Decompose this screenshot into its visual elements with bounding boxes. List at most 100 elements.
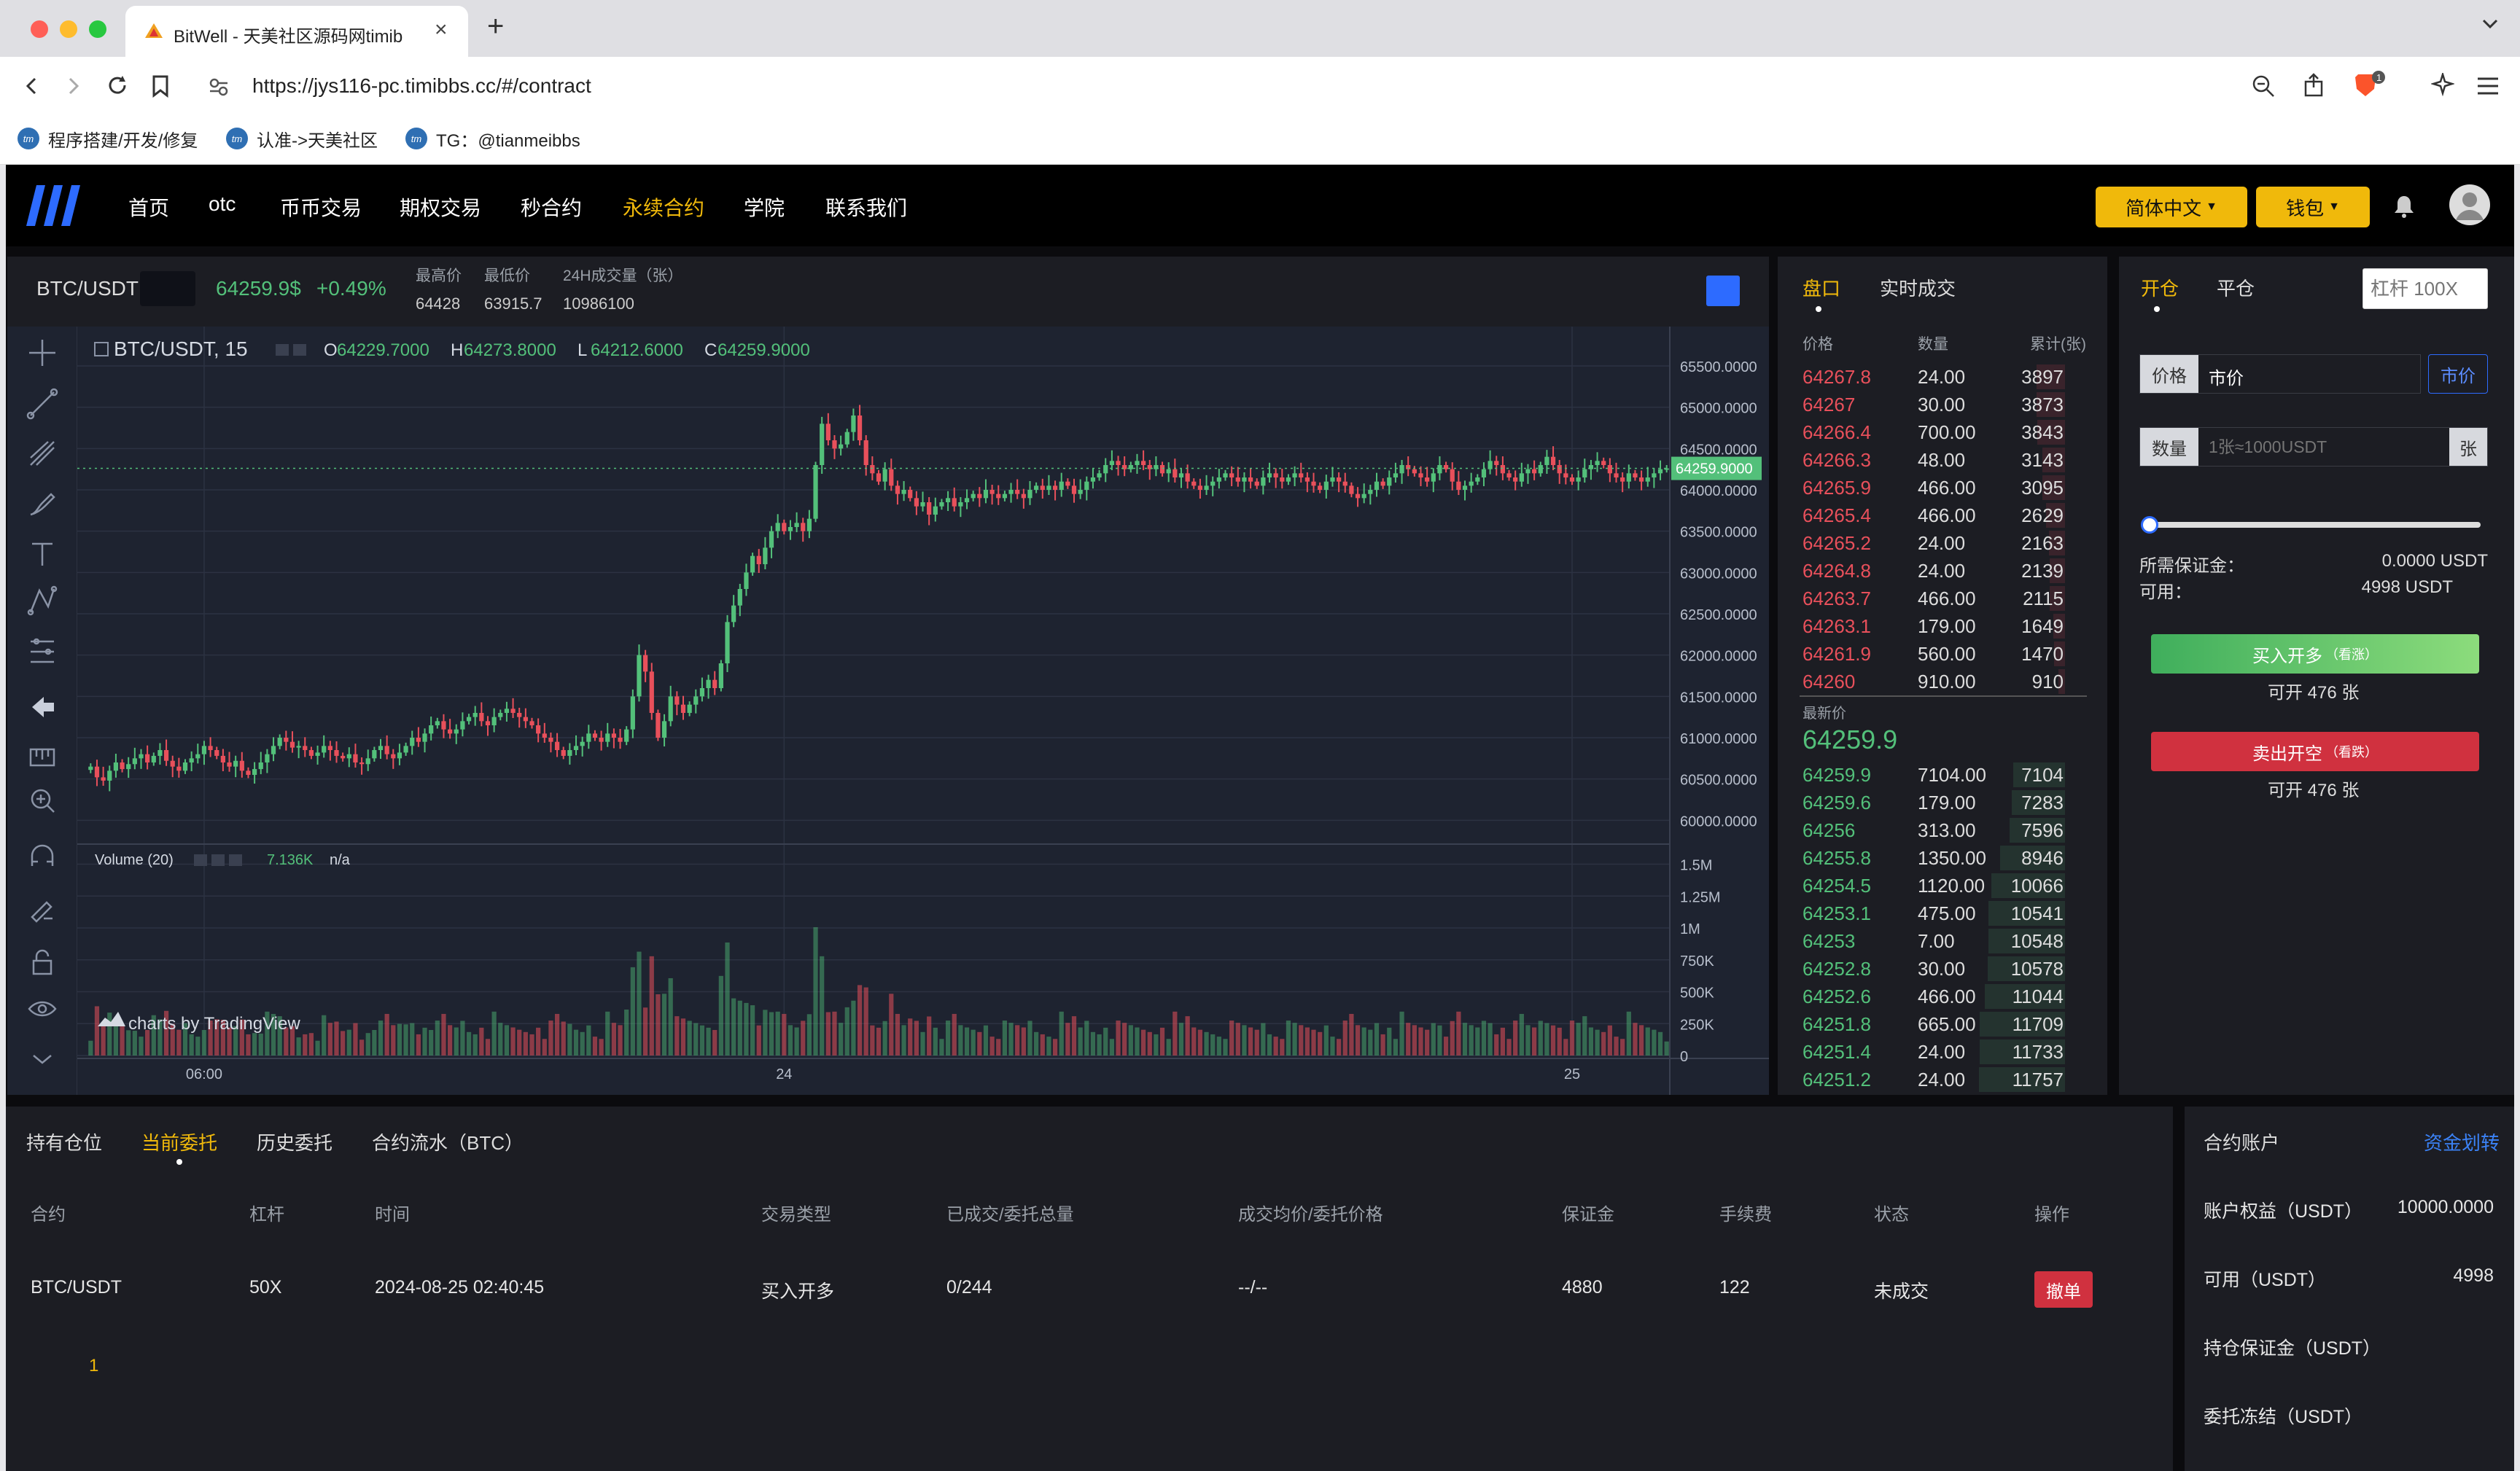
new-tab-button[interactable]: + [487, 10, 505, 42]
orderbook-row[interactable]: 64259.9 7104.00 7104 [1778, 761, 2084, 789]
orderbook-row[interactable]: 64259.6 179.00 7283 [1778, 789, 2084, 816]
orderbook-row[interactable]: 64253 7.00 10548 [1778, 927, 2084, 955]
account-row-value: 10000.0000 [2397, 1197, 2494, 1217]
orderbook-row[interactable]: 64265.4 466.00 2629 [1778, 502, 2084, 529]
nav-perpetual[interactable]: 永续合约 [623, 197, 705, 219]
zoom-out-icon[interactable] [2252, 74, 2275, 101]
candle [1557, 465, 1562, 474]
back-icon[interactable] [20, 74, 44, 101]
price-chart[interactable]: 65500.0000 65000.0000 64500.0000 64000.0000… [77, 327, 1769, 1095]
y-tick-label: 61500.0000 [1680, 690, 1757, 706]
candle [94, 766, 100, 778]
orderbook-row[interactable]: 64264.8 24.00 2139 [1778, 557, 2084, 585]
drawing-tools-icons[interactable] [7, 327, 77, 1095]
nav-academy[interactable]: 学院 [744, 197, 785, 219]
bookmark-item[interactable]: tm 程序搭建/开发/修复 [18, 127, 198, 151]
market-price-button[interactable]: 市价 [2428, 354, 2488, 394]
close-tab-icon[interactable]: × [435, 17, 448, 42]
candle [750, 555, 755, 573]
brave-shield-icon[interactable]: 1 [2354, 70, 2386, 103]
buy-long-button[interactable]: 买入开多 （看涨） [2151, 634, 2479, 674]
bookmark-icon[interactable] [150, 74, 171, 101]
pair-selector[interactable] [140, 271, 195, 306]
nav-home[interactable]: 首页 [128, 197, 170, 219]
volume-bar [536, 1027, 541, 1056]
orderbook-row[interactable]: 64251.8 665.00 11709 [1778, 1010, 2084, 1038]
orderbook-row[interactable]: 64267 30.00 3873 [1778, 391, 2084, 418]
orderbook-row[interactable]: 64260 910.00 910 [1778, 668, 2084, 695]
zoom-window-button[interactable] [89, 20, 106, 38]
avatar[interactable] [2449, 184, 2491, 230]
bell-icon[interactable] [2393, 194, 2415, 222]
volume-bar [504, 1025, 510, 1056]
tab-contract-ledger[interactable]: 合约流水（BTC） [372, 1132, 524, 1154]
tab-open[interactable]: 开仓 [2141, 278, 2179, 300]
volume-bar [1122, 1023, 1127, 1056]
nav-spot[interactable]: 币币交易 [280, 197, 362, 219]
orderbook-row[interactable]: 64267.8 24.00 3897 [1778, 363, 2084, 391]
tab-positions[interactable]: 持有仓位 [26, 1132, 103, 1154]
candle [460, 721, 465, 730]
tab-recent-trades[interactable]: 实时成交 [1880, 278, 1956, 300]
orderbook-row[interactable]: 64255.8 1350.00 8946 [1778, 844, 2084, 872]
orderbook-row[interactable]: 64261.9 560.00 1470 [1778, 640, 2084, 668]
language-dropdown[interactable]: 简体中文 ▼ [2096, 187, 2247, 227]
price-value[interactable]: 市价 [2209, 369, 2244, 389]
tab-open-orders[interactable]: 当前委托 [141, 1132, 218, 1154]
tab-close[interactable]: 平仓 [2217, 278, 2255, 300]
orderbook-amount: 30.00 [1918, 958, 1966, 980]
nav-second-contract[interactable]: 秒合约 [521, 197, 583, 219]
tab-list-chevron-icon[interactable] [2479, 13, 2501, 39]
orderbook-row[interactable]: 64252.8 30.00 10578 [1778, 955, 2084, 983]
candle [1645, 477, 1650, 482]
orderbook-row[interactable]: 64253.1 475.00 10541 [1778, 900, 2084, 927]
volume-bar [365, 1033, 370, 1056]
volume-bar [315, 1040, 320, 1056]
pattern-icon [27, 585, 58, 616]
browser-tab[interactable]: BitWell - 天美社区源码网timib × [125, 6, 468, 57]
transfer-link[interactable]: 资金划转 [2423, 1132, 2500, 1154]
site-settings-icon[interactable] [209, 77, 229, 100]
leo-ai-icon[interactable] [2430, 71, 2456, 100]
nav-otc[interactable]: otc [209, 192, 236, 215]
quantity-input[interactable] [2201, 428, 2442, 466]
nav-options[interactable]: 期权交易 [400, 197, 482, 219]
tab-orderbook[interactable]: 盘口 [1802, 278, 1841, 300]
orderbook-row[interactable]: 64266.3 48.00 3143 [1778, 446, 2084, 474]
bookmark-item[interactable]: tm TG：@tianmeibbs [405, 127, 580, 151]
tab-order-history[interactable]: 历史委托 [257, 1132, 333, 1154]
orderbook-row[interactable]: 64266.4 700.00 3843 [1778, 418, 2084, 446]
orderbook-row[interactable]: 64263.7 466.00 2115 [1778, 585, 2084, 612]
share-icon[interactable] [2303, 73, 2325, 101]
orderbook-row[interactable]: 64251.4 24.00 11733 [1778, 1038, 2084, 1066]
url-text[interactable]: https://jys116-pc.timibbs.cc/#/contract [252, 74, 591, 97]
sell-short-button[interactable]: 卖出开空 （看跌） [2151, 732, 2479, 771]
orderbook-row[interactable]: 64254.5 1120.00 10066 [1778, 872, 2084, 900]
orderbook-row[interactable]: 64252.6 466.00 11044 [1778, 983, 2084, 1010]
bitwell-logo[interactable] [26, 182, 85, 233]
depth-bar [1979, 1067, 2065, 1092]
leverage-input[interactable] [2362, 268, 2488, 309]
orderbook-row[interactable]: 64263.1 179.00 1649 [1778, 612, 2084, 640]
orderbook-price: 64260 [1802, 671, 1856, 692]
cancel-order-button[interactable]: 撤单 [2034, 1271, 2093, 1308]
candle [1235, 477, 1240, 482]
close-window-button[interactable] [31, 20, 48, 38]
orderbook-row[interactable]: 64256 313.00 7596 [1778, 816, 2084, 844]
bookmark-favicon-icon: tm [405, 128, 427, 149]
leverage-slider-track[interactable] [2148, 522, 2481, 528]
chart-settings-button[interactable] [1706, 276, 1740, 306]
ticker-pair[interactable]: BTC/USDT [36, 277, 139, 300]
nav-contact[interactable]: 联系我们 [825, 197, 908, 219]
leverage-slider-handle[interactable] [2141, 516, 2158, 534]
forward-icon[interactable] [61, 74, 85, 101]
pagination-page[interactable]: 1 [89, 1356, 99, 1376]
bookmark-item[interactable]: tm 认准->天美社区 [226, 127, 378, 151]
minimize-window-button[interactable] [60, 20, 77, 38]
wallet-dropdown[interactable]: 钱包 ▼ [2256, 187, 2370, 227]
menu-icon[interactable] [2476, 76, 2500, 100]
orderbook-row[interactable]: 64265.9 466.00 3095 [1778, 474, 2084, 502]
reload-icon[interactable] [105, 73, 130, 101]
orderbook-row[interactable]: 64251.2 24.00 11757 [1778, 1066, 2084, 1093]
orderbook-row[interactable]: 64265.2 24.00 2163 [1778, 529, 2084, 557]
